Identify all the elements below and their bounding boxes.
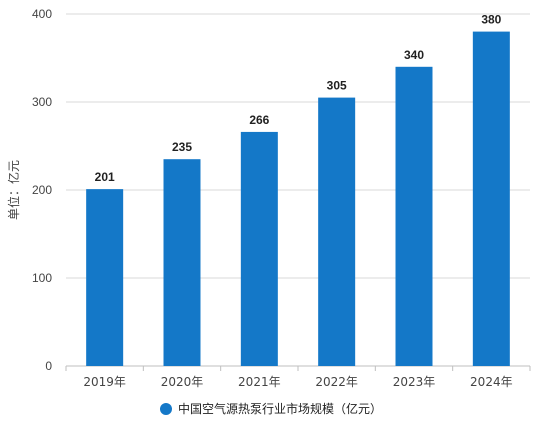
legend-label[interactable]: 中国空气源热泵行业市场规模（亿元） — [178, 401, 382, 416]
y-tick-label: 100 — [32, 271, 52, 285]
bar[interactable] — [395, 66, 433, 367]
bar[interactable] — [163, 159, 201, 366]
x-tick-label: 2021年 — [238, 375, 281, 389]
x-tick-label: 2023年 — [393, 375, 436, 389]
x-tick-label: 2024年 — [470, 375, 513, 389]
y-tick-label: 0 — [45, 359, 52, 373]
x-tick-label: 2019年 — [83, 375, 126, 389]
bar[interactable] — [240, 131, 278, 366]
y-axis-label: 单位：亿元 — [6, 160, 21, 220]
y-tick-label: 300 — [32, 95, 52, 109]
bar[interactable] — [86, 189, 124, 366]
x-tick-label: 2022年 — [315, 375, 358, 389]
legend-marker[interactable] — [160, 403, 172, 415]
x-tick-label: 2020年 — [161, 375, 204, 389]
bar[interactable] — [318, 97, 356, 366]
y-tick-label: 200 — [32, 183, 52, 197]
data-label: 340 — [404, 48, 424, 62]
data-label: 305 — [327, 79, 347, 93]
data-label: 201 — [95, 170, 115, 184]
data-label: 266 — [249, 113, 269, 127]
data-label: 380 — [481, 13, 501, 27]
bar[interactable] — [472, 31, 510, 366]
y-tick-label: 400 — [32, 7, 52, 21]
data-label: 235 — [172, 140, 192, 154]
